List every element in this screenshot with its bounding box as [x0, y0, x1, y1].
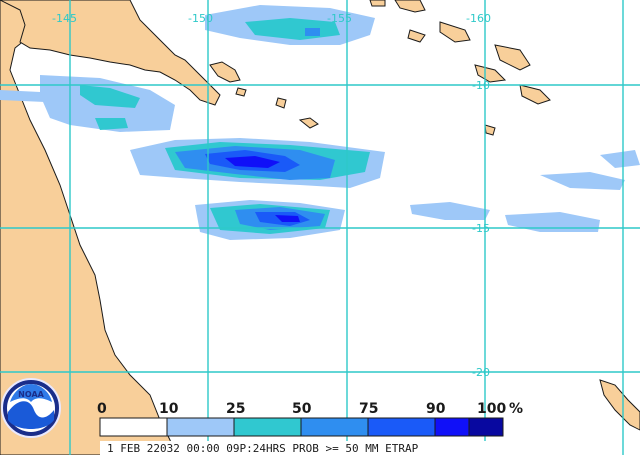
legend-tick-labels: 0 10 25 50 75 90 100 %: [97, 401, 523, 417]
lon-label-160: -160: [466, 12, 491, 25]
legend-tick-50: 50: [292, 401, 312, 417]
lat-label-10: -10: [472, 79, 490, 92]
land-island-b: [275, 97, 287, 109]
footer-caption: 1 FEB 22032 00:00 09P:24HRS PROB >= 50 M…: [107, 442, 419, 455]
probability-layer: [0, 5, 640, 240]
legend-tick-25: 25: [226, 401, 245, 417]
legend-swatch-3: [300, 417, 369, 437]
lat-label-20: -20: [472, 366, 490, 379]
land-solomon-5: [474, 64, 507, 83]
prob-region-light-9: [600, 150, 640, 168]
legend-tick-10: 10: [159, 401, 179, 417]
prob-region-light-7: [505, 212, 600, 232]
footer-band: [100, 441, 530, 455]
land-solomon-7: [369, 0, 386, 7]
land-island-c: [298, 117, 319, 129]
lon-label-145: -145: [52, 12, 77, 25]
noaa-logo: NOAA: [1, 378, 61, 438]
legend-swatch-6: [468, 417, 504, 437]
legend-unit: %: [509, 401, 523, 417]
legend-tick-75: 75: [359, 401, 378, 417]
legend: 0 10 25 50 75 90 100 %: [97, 401, 523, 437]
noaa-logo-wave: [8, 401, 54, 429]
prob-region-mid-2: [80, 85, 140, 108]
grid-labels: -145 -150 -155 -160 -10 -15 -20: [52, 12, 491, 379]
legend-tick-100: 100: [477, 401, 506, 417]
land-solomon-2: [439, 21, 471, 43]
prob-region-darkest-1: [225, 156, 280, 168]
legend-tick-90: 90: [426, 401, 446, 417]
lon-label-155: -155: [327, 12, 352, 25]
legend-swatch-5: [434, 417, 470, 437]
legend-tick-0: 0: [97, 401, 107, 417]
noaa-logo-sky: [10, 384, 52, 402]
land-solomon-4: [494, 44, 531, 71]
land-solomon-1: [394, 0, 426, 13]
land-island-a: [235, 87, 247, 97]
legend-swatch-4: [367, 417, 436, 437]
legend-color-bar: [99, 417, 504, 437]
prob-region-light-10: [460, 210, 478, 216]
legend-swatch-1: [166, 417, 235, 437]
prob-region-darkest-2: [275, 215, 300, 222]
land-new-britain: [209, 61, 241, 83]
lat-label-15: -15: [472, 222, 490, 235]
prob-region-light-8: [540, 172, 625, 190]
lon-label-150: -150: [188, 12, 213, 25]
land-new-guinea: [0, 0, 221, 106]
prob-region-light-3: [0, 90, 45, 102]
noaa-logo-text: NOAA: [18, 390, 44, 399]
prob-region-dark-1: [305, 28, 320, 36]
legend-swatch-0: [99, 417, 168, 437]
land-solomon-3: [407, 29, 426, 43]
land-solomon-6: [519, 84, 551, 105]
land-new-caledonia: [599, 379, 640, 431]
prob-region-mid-3: [95, 118, 128, 130]
legend-swatch-2: [233, 417, 302, 437]
